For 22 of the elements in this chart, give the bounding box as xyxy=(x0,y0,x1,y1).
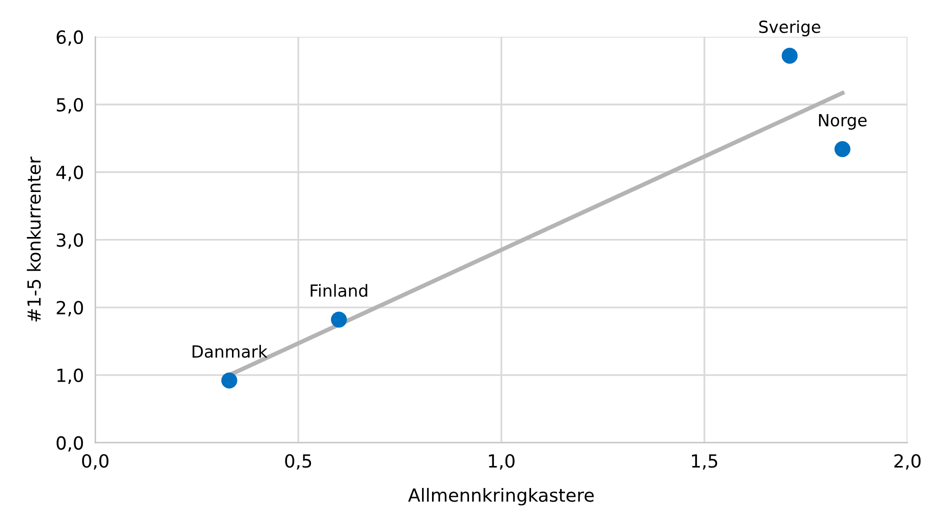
point xyxy=(221,372,238,388)
y-tick-label: 2,0 xyxy=(56,300,83,316)
annotation: Norge xyxy=(819,114,867,130)
annotation: Sverige xyxy=(759,20,820,36)
y-axis-title: #1-5 konkurrenter xyxy=(26,156,41,322)
y-tick-label: 5,0 xyxy=(56,98,83,114)
y-tick-label: 1,0 xyxy=(57,368,83,384)
x-tick-label: 0,5 xyxy=(285,454,312,470)
point xyxy=(782,48,798,64)
annotation: Finland xyxy=(310,284,368,297)
y-tick-label: 3,0 xyxy=(56,233,83,249)
y-tick-label: 6,0 xyxy=(56,30,83,46)
y-tick-label: 4,0 xyxy=(56,166,83,182)
x-tick-label: 0,0 xyxy=(82,454,108,470)
x-tick-label: 1,5 xyxy=(692,454,718,470)
point xyxy=(330,312,347,328)
annotation: Danmark xyxy=(192,344,268,358)
x-tick-label: 1,0 xyxy=(488,454,515,470)
y-tick-label: 0,0 xyxy=(56,436,83,452)
x-axis-title: Allmennkringkastere xyxy=(408,488,594,506)
point xyxy=(834,141,850,158)
x-tick-label: 2,0 xyxy=(894,454,921,470)
